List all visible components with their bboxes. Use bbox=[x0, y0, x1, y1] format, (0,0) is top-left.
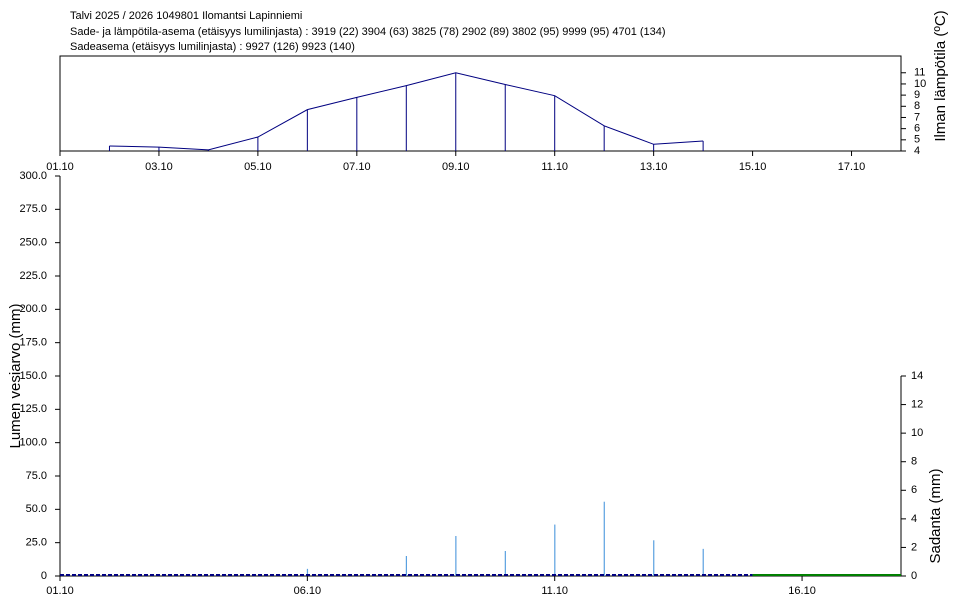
precipitation-bar bbox=[455, 536, 457, 576]
y2-tick-label: 0 bbox=[911, 570, 917, 582]
y-tick-label: 100.0 bbox=[19, 437, 47, 449]
x-tick-label: 11.10 bbox=[541, 161, 568, 173]
temperature-axis-label: Ilman lämpötila (ºC) bbox=[932, 10, 949, 141]
precip-axis-label: Sadanta (mm) bbox=[927, 468, 944, 563]
precipitation-bar bbox=[306, 568, 309, 576]
y-tick-label: 5 bbox=[914, 134, 920, 146]
temperature-frame bbox=[59, 55, 902, 152]
y-tick-label: 75.0 bbox=[26, 470, 47, 482]
y-tick-label: 4 bbox=[914, 145, 920, 157]
y2-tick-label: 14 bbox=[911, 370, 923, 382]
y-tick-label: 6 bbox=[914, 123, 920, 135]
y-tick-label: 300.0 bbox=[19, 170, 47, 182]
y-tick-label: 250.0 bbox=[19, 237, 47, 249]
x-tick-label: 17.10 bbox=[838, 161, 866, 173]
y-tick-label: 150.0 bbox=[19, 370, 47, 382]
x-tick-label: 03.10 bbox=[145, 161, 173, 173]
temperature-line bbox=[109, 72, 704, 151]
x-tick-label: 05.10 bbox=[244, 161, 272, 173]
x-tick-label: 07.10 bbox=[343, 161, 371, 173]
x-tick-label: 13.10 bbox=[640, 161, 668, 173]
snow-axis-label: Lumen vesiarvo (mm) bbox=[7, 303, 24, 448]
precipitation-bar bbox=[554, 524, 556, 576]
y-tick-label: 50.0 bbox=[26, 503, 47, 515]
x-tick-label: 16.10 bbox=[788, 585, 816, 597]
y-tick-label: 175.0 bbox=[19, 337, 47, 349]
y-tick-label: 275.0 bbox=[19, 203, 47, 215]
y-tick-label: 7 bbox=[914, 111, 920, 123]
precipitation-bar bbox=[405, 556, 407, 576]
x-tick-label: 01.10 bbox=[46, 161, 74, 173]
x-tick-label: 11.10 bbox=[541, 585, 568, 597]
y2-tick-label: 6 bbox=[911, 484, 917, 496]
title: Talvi 2025 / 2026 1049801 Ilomantsi Lapi… bbox=[70, 10, 302, 22]
x-tick-label: 15.10 bbox=[739, 161, 767, 173]
y-tick-label: 25.0 bbox=[26, 537, 47, 549]
y2-tick-label: 4 bbox=[911, 513, 917, 525]
precipitation-bar bbox=[702, 548, 704, 576]
y2-tick-label: 12 bbox=[911, 398, 923, 410]
precip-station-info: Sadeasema (etäisyys lumilinjasta) : 9927… bbox=[70, 41, 355, 53]
y-tick-label: 9 bbox=[914, 89, 920, 101]
y-tick-label: 125.0 bbox=[19, 403, 47, 415]
x-tick-label: 09.10 bbox=[442, 161, 470, 173]
y-tick-label: 0 bbox=[41, 570, 47, 582]
y2-tick-label: 8 bbox=[911, 456, 917, 468]
precipitation-bar bbox=[504, 551, 506, 576]
y-tick-label: 11 bbox=[914, 67, 925, 79]
precipitation-bar bbox=[653, 540, 655, 576]
y2-tick-label: 10 bbox=[911, 427, 923, 439]
y-tick-label: 8 bbox=[914, 100, 920, 112]
y-tick-label: 10 bbox=[914, 78, 926, 90]
x-tick-label: 01.10 bbox=[46, 585, 74, 597]
precipitation-bar bbox=[603, 501, 605, 576]
y2-tick-label: 2 bbox=[911, 541, 917, 553]
x-tick-label: 06.10 bbox=[294, 585, 322, 597]
y-tick-label: 225.0 bbox=[19, 270, 47, 282]
y-tick-label: 200.0 bbox=[19, 303, 47, 315]
station-info: Sade- ja lämpötila-asema (etäisyys lumil… bbox=[70, 26, 666, 38]
